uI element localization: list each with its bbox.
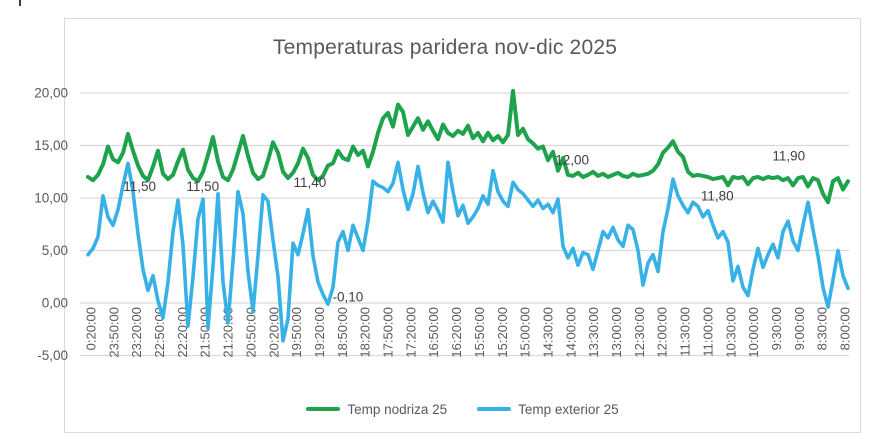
x-axis-tick-label: 17:50:00: [381, 307, 396, 358]
x-axis-tick-label: 16:20:00: [449, 307, 464, 358]
legend-line-swatch-blue: [477, 407, 512, 411]
legend-entry-exterior[interactable]: Temp exterior 25: [477, 402, 619, 417]
x-axis-tick-label: 15:20:00: [495, 307, 510, 358]
x-axis-tick-label: 22:50:00: [152, 307, 167, 358]
x-axis-tick-label: 19:20:00: [312, 307, 327, 358]
legend-label-exterior: Temp exterior 25: [518, 401, 619, 417]
x-axis-tick-label: 12:30:00: [632, 307, 647, 358]
x-axis-tick-label: 23:50:00: [106, 307, 121, 358]
y-axis-tick-label: 15,00: [34, 138, 68, 153]
x-axis-tick-label: 9:00:00: [792, 307, 807, 350]
x-axis-tick-label: 8:30:00: [815, 307, 830, 350]
data-point-label: 12,00: [555, 153, 589, 168]
data-point-label: 11,50: [123, 179, 156, 194]
x-axis-tick-label: 14:00:00: [563, 307, 578, 358]
chart-title: Temperaturas paridera nov-dic 2025: [272, 36, 618, 59]
legend-line-swatch-green: [306, 407, 341, 411]
x-axis-tick-label: 19:50:00: [289, 307, 304, 358]
stray-cursor-mark: [19, 0, 21, 6]
x-axis-tick-label: 12:00:00: [655, 307, 670, 358]
y-axis-tick-label: -5,00: [37, 348, 68, 363]
x-axis-tick-label: 15:00:00: [518, 307, 533, 358]
x-axis-tick-label: 15:50:00: [472, 307, 487, 358]
y-axis-tick-label: 20,00: [34, 86, 68, 101]
x-axis-tick-label: 0:20:00: [84, 307, 99, 350]
y-axis-tick-label: 5,00: [42, 243, 68, 258]
x-axis-tick-label: 21:20:00: [221, 307, 236, 358]
x-axis-tick-label: 13:30:00: [586, 307, 601, 358]
legend-entry-nodriza[interactable]: Temp nodriza 25: [306, 402, 447, 417]
legend: Temp nodriza 25 Temp exterior 25: [64, 399, 861, 419]
data-point-label: 11,50: [186, 179, 219, 194]
series-line-exterior[interactable]: [86, 160, 850, 343]
x-axis-tick-label: 13:00:00: [609, 307, 624, 358]
x-axis-tick-label: 10:00:00: [746, 307, 761, 358]
x-axis-tick-label: 16:50:00: [426, 307, 441, 358]
data-point-label: -0,10: [333, 290, 364, 305]
x-axis-tick-label: 18:50:00: [335, 307, 350, 358]
data-point-label: 11,80: [701, 188, 734, 203]
x-axis-tick-label: 11:30:00: [678, 307, 693, 357]
x-axis-tick-label: 18:20:00: [358, 307, 373, 358]
x-axis-tick-label: 20:50:00: [243, 307, 258, 358]
legend-label-nodriza: Temp nodriza 25: [347, 401, 448, 417]
x-axis-tick-label: 10:30:00: [723, 307, 738, 358]
data-point-label: 11,40: [294, 175, 327, 190]
y-axis-tick-label: 0,00: [42, 296, 68, 311]
data-point-label: 11,90: [772, 149, 805, 164]
x-axis-tick-label: 8:00:00: [838, 307, 853, 350]
series-line-nodriza[interactable]: [86, 88, 850, 205]
x-axis-tick-label: 23:20:00: [129, 307, 144, 358]
x-axis-tick-label: 9:30:00: [769, 307, 784, 350]
x-axis-tick-label: 14:30:00: [540, 307, 555, 358]
x-axis-tick-label: 17:20:00: [403, 307, 418, 358]
x-axis-tick-label: 20:20:00: [266, 307, 281, 358]
y-axis-tick-label: 10,00: [34, 191, 68, 206]
x-axis-tick-label: 11:00:00: [700, 307, 715, 357]
